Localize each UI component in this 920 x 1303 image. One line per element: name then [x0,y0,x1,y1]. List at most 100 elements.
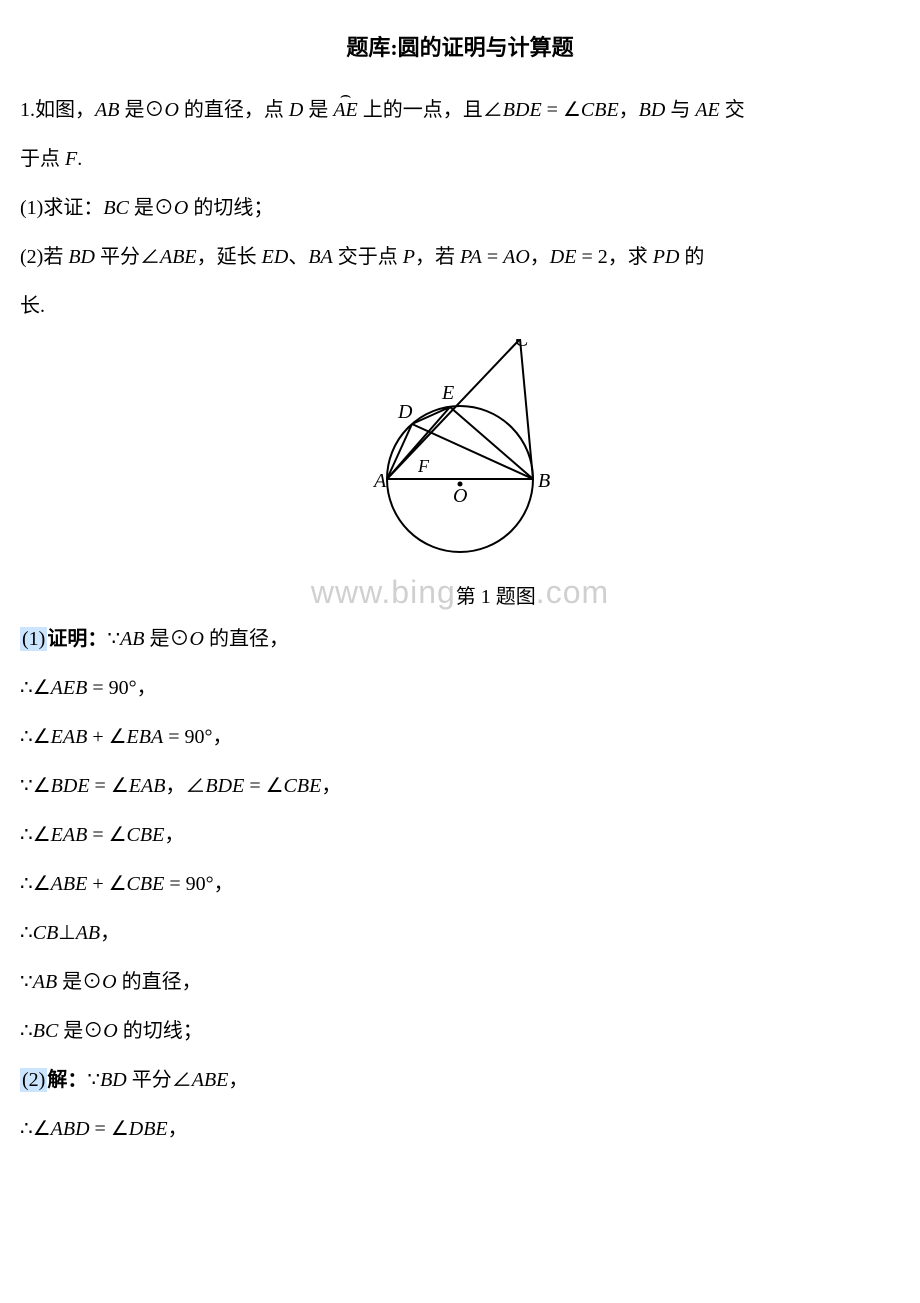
watermark-caption-row: www.bing第 1 题图.com [20,574,900,611]
text: 是 [303,99,333,121]
var-eab: EAB [51,824,88,846]
var-ba: BA [308,246,332,268]
text: ∵ [20,971,33,993]
text: ，∠ [165,775,205,797]
var-ao: AO [503,246,530,268]
var-ab: AB [120,628,144,650]
text: ， [619,99,639,121]
text: 的切线； [118,1020,203,1042]
text: 交 [720,99,745,121]
var-cb: CB [33,922,59,944]
var-bd: BD [639,99,666,121]
figure-caption: 第 1 题图 [456,586,536,608]
text: 1.如图， [20,99,95,121]
watermark-left: www.bing [311,574,456,610]
text: ⊥ [58,922,75,944]
text: + ∠ [87,873,126,895]
var-cbe: CBE [284,775,322,797]
proof-line-3: ∴∠EAB + ∠EBA = 90°， [20,714,900,760]
var-eba: EBA [127,726,164,748]
text: 是⊙ [119,99,164,121]
question-2-line-1: (2)若 BD 平分∠ABE，延长 ED、BA 交于点 P，若 PA = AO，… [20,234,900,280]
proof-line-2: ∴∠AEB = 90°， [20,665,900,711]
text: ∴ [20,922,33,944]
var-bde: BDE [503,99,542,121]
text: ，若 [415,246,460,268]
question-2-line-2: 长. [20,283,900,329]
text: 的直径，点 [179,99,289,121]
var-cbe: CBE [581,99,619,121]
text: ， [321,775,341,797]
text: ∴ [20,1020,33,1042]
var-f: F [65,148,77,170]
text: ∴∠ [20,677,51,699]
var-o: O [164,99,178,121]
text: 的切线； [188,197,273,219]
text: 平分∠ [127,1069,192,1091]
text: ， [100,922,120,944]
proof-line-8: ∵AB 是⊙O 的直径， [20,959,900,1005]
var-bde: BDE [51,775,90,797]
text: = 90°， [163,726,232,748]
proof-line-9: ∴BC 是⊙O 的切线； [20,1008,900,1054]
svg-text:D: D [397,401,413,423]
geometry-figure: A B C D E F O [360,339,560,569]
svg-text:B: B [538,470,550,492]
var-abd: ABD [51,1118,90,1140]
var-bde2: BDE [205,775,244,797]
var-bc: BC [33,1020,59,1042]
proof-line-7: ∴CB⊥AB， [20,910,900,956]
figure-container: A B C D E F O www.bing第 1 题图.com [20,339,900,611]
var-pa: PA [460,246,482,268]
text: . [77,148,82,170]
text: ∴∠ [20,726,51,748]
text: ∴∠ [20,824,51,846]
text: (2)若 [20,246,68,268]
var-ab: AB [95,99,119,121]
var-d: D [289,99,303,121]
var-eab: EAB [129,775,166,797]
bold-proof: 证明： [47,628,107,650]
text: 是⊙ [58,1020,103,1042]
var-ab: AB [33,971,57,993]
var-ed: ED [262,246,289,268]
text: + ∠ [87,726,126,748]
svg-text:C: C [515,339,529,351]
text: 、 [288,246,308,268]
page-title: 题库:圆的证明与计算题 [20,30,900,62]
text: = 90°， [87,677,156,699]
var-de: DE [550,246,577,268]
text: = [482,246,503,268]
svg-text:O: O [453,485,467,507]
text: ∵ [87,1069,100,1091]
proof-line-10: (2)解：∵BD 平分∠ABE， [20,1057,900,1103]
text: ，延长 [197,246,262,268]
var-abe: ABE [160,246,197,268]
var-eab: EAB [51,726,88,748]
var-abe: ABE [192,1069,229,1091]
text: 交于点 [333,246,403,268]
var-o: O [190,628,204,650]
text: (1)求证： [20,197,103,219]
highlight-2: (2) [20,1068,47,1092]
var-ae: AE [695,99,719,121]
text: ， [164,824,184,846]
text: = 2，求 [576,246,652,268]
text: = ∠ [244,775,283,797]
text: 是⊙ [57,971,102,993]
text: 的 [679,246,704,268]
proof-line-1: (1)证明：∵AB 是⊙O 的直径， [20,616,900,662]
proof-line-4: ∵∠BDE = ∠EAB，∠BDE = ∠CBE， [20,763,900,809]
var-p: P [403,246,415,268]
text: ， [168,1118,188,1140]
text: ∵ [107,628,120,650]
text: 于点 [20,148,65,170]
var-pd: PD [653,246,680,268]
bold-solution: 解： [47,1069,87,1091]
text: 的直径， [117,971,202,993]
svg-text:A: A [372,470,387,492]
highlight-1: (1) [20,627,47,651]
text: ， [228,1069,248,1091]
svg-text:F: F [417,456,430,476]
var-bc: BC [103,197,129,219]
